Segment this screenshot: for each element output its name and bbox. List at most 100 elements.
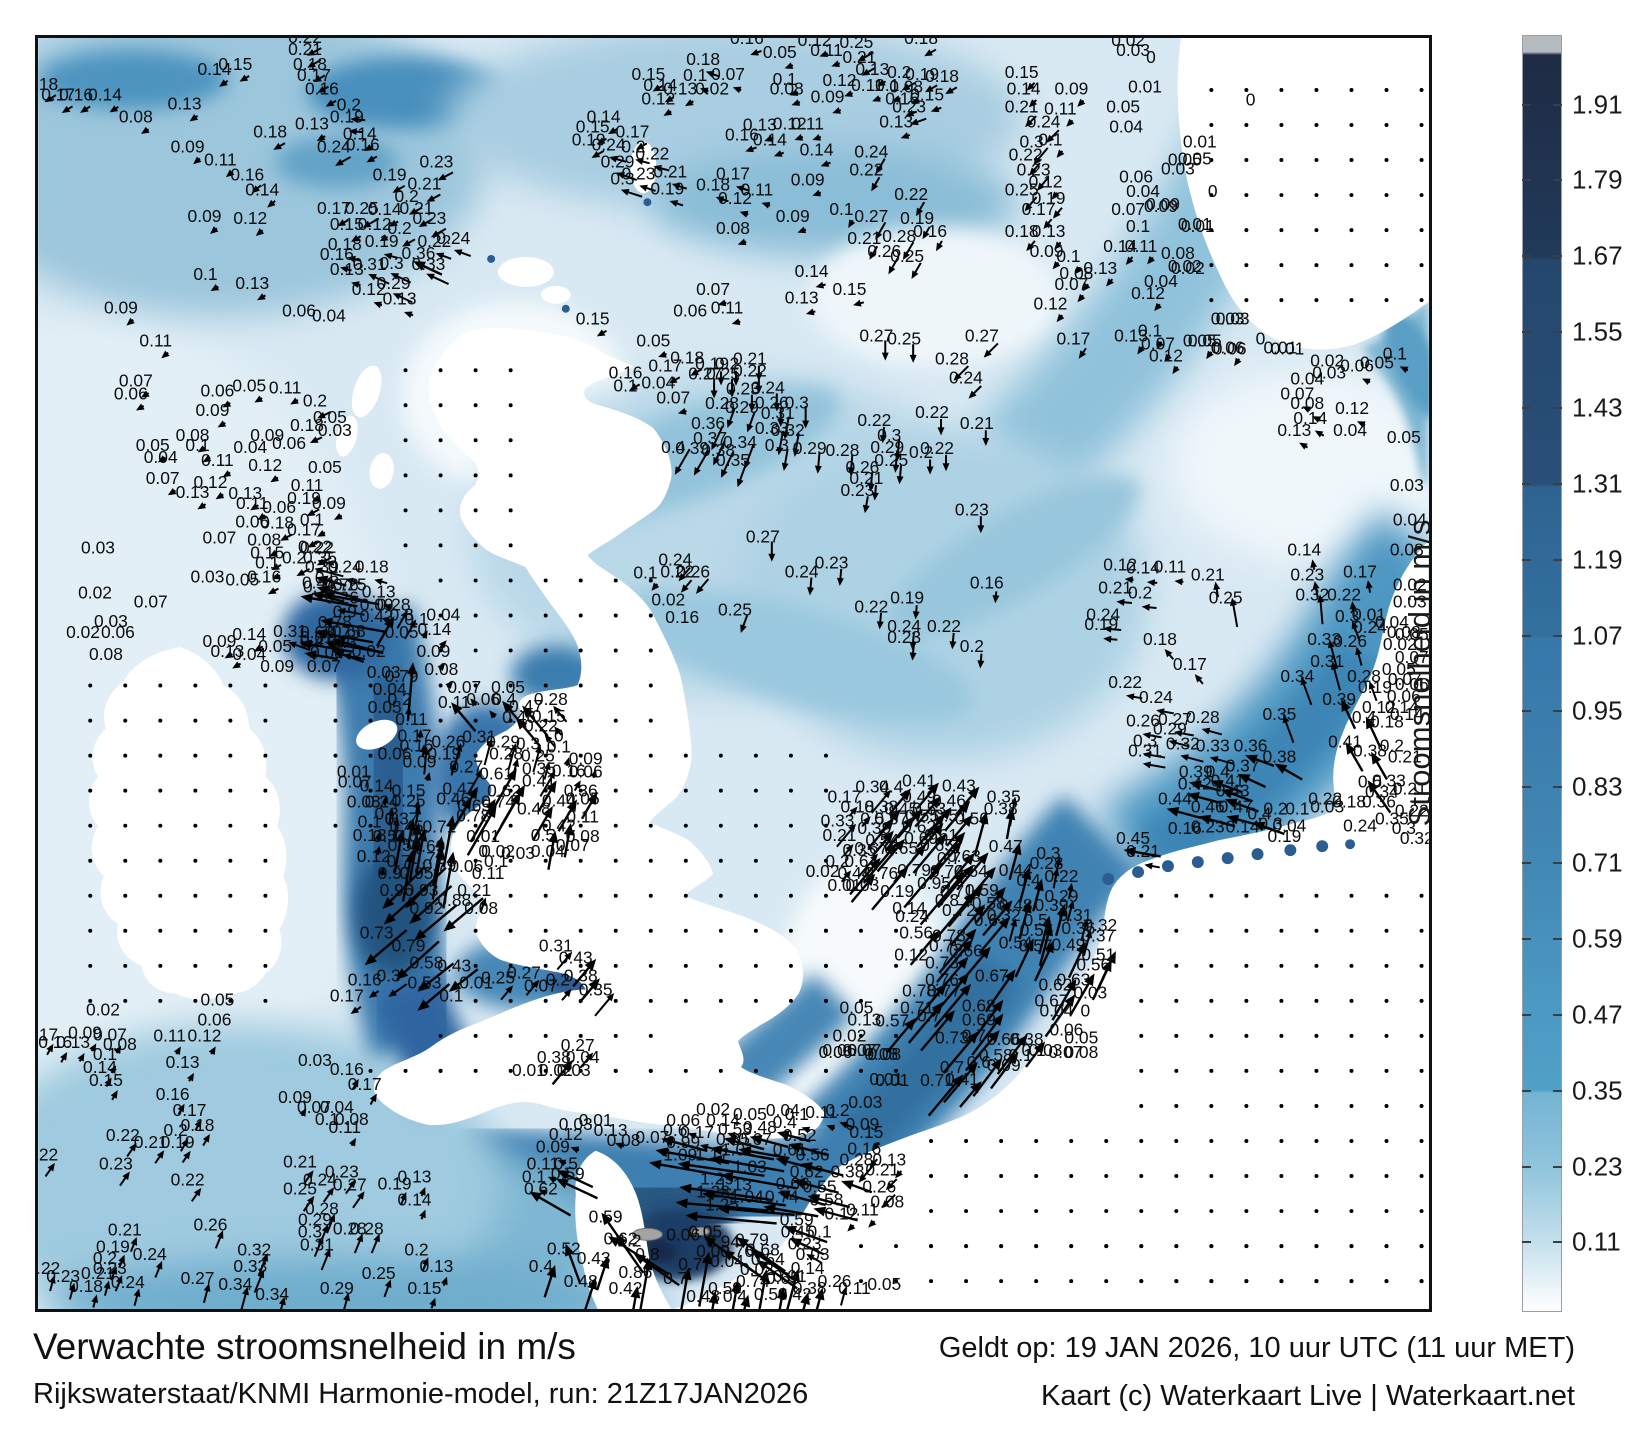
flow-arrow xyxy=(773,150,785,157)
flow-speed-label: 0.02 xyxy=(695,79,729,99)
calm-dot xyxy=(1314,1068,1319,1073)
calm-dot xyxy=(1139,1279,1144,1284)
calm-dot xyxy=(508,578,513,583)
flow-arrow xyxy=(869,245,879,260)
flow-speed-label: 0.07 xyxy=(1111,199,1145,219)
flow-speed-label: 0.26 xyxy=(676,561,710,581)
calm-dot xyxy=(1139,1244,1144,1249)
calm-dot xyxy=(88,998,93,1003)
flow-speed-label: 0.24 xyxy=(949,367,983,387)
flow-speed-label: 0.43 xyxy=(577,1248,611,1268)
flow-speed-label: 0.06 xyxy=(673,301,707,321)
flow-speed-label: 0.05 xyxy=(136,435,170,455)
calm-dot xyxy=(263,823,268,828)
flow-speed-label: 0.12 xyxy=(194,472,228,492)
flow-arrow xyxy=(764,135,774,142)
flow-arrow xyxy=(812,189,822,197)
calm-dot xyxy=(578,613,583,618)
calm-dot xyxy=(1314,1279,1319,1284)
flow-speed-label: 0.06 xyxy=(569,762,603,782)
flow-speed-label: 0.34 xyxy=(218,1274,252,1294)
calm-dot xyxy=(158,718,163,723)
flow-arrow xyxy=(924,84,938,93)
flow-arrow xyxy=(306,508,320,517)
flow-speed-label: 0.06 xyxy=(282,301,316,321)
land-great-britain xyxy=(373,327,825,1139)
calm-dot xyxy=(1209,193,1214,198)
calm-dot xyxy=(438,578,443,583)
flow-speed-label: 0.03 xyxy=(298,1050,332,1070)
flow-arrow xyxy=(1106,278,1114,287)
flow-arrow xyxy=(239,74,250,82)
calm-dot xyxy=(1244,263,1249,268)
flow-speed-label: 0.16 xyxy=(665,607,699,627)
calm-dot xyxy=(578,893,583,898)
flow-speed-label: 0.04 xyxy=(1144,271,1178,291)
flow-arrow xyxy=(197,445,207,453)
flow-arrow xyxy=(300,593,358,608)
flow-arrow xyxy=(61,105,74,114)
flow-speed-label: 0.06 xyxy=(262,497,296,517)
flow-arrow xyxy=(314,567,344,578)
flow-speed-label: 0.07 xyxy=(1141,334,1175,354)
calm-dot xyxy=(158,893,163,898)
calm-dot xyxy=(1244,87,1249,92)
flow-arrow xyxy=(347,255,361,263)
calm-dot xyxy=(1314,1103,1319,1108)
calm-dot xyxy=(859,1244,863,1249)
calm-dot xyxy=(158,928,163,933)
calm-dot xyxy=(438,613,443,618)
flow-arrow xyxy=(320,617,388,634)
calm-dot xyxy=(683,788,688,793)
flow-speed-label: 0.19 xyxy=(287,488,321,508)
calm-dot xyxy=(1384,1068,1389,1073)
flow-arrow xyxy=(1051,191,1060,200)
calm-dot xyxy=(859,1068,863,1073)
flow-speed-label: 0.12 xyxy=(248,455,282,475)
gray-island xyxy=(631,1227,663,1241)
calm-dot xyxy=(1384,928,1389,933)
calm-dot xyxy=(1104,1279,1109,1284)
flow-arrow xyxy=(408,206,423,215)
calm-dot xyxy=(508,963,513,968)
calm-dot xyxy=(1244,1033,1249,1038)
flow-speed-label: 0.14 xyxy=(368,199,402,219)
flow-arrow xyxy=(337,219,349,227)
flow-speed-label: 0.16 xyxy=(885,89,919,109)
calm-dot xyxy=(473,613,478,618)
calm-dot xyxy=(929,1174,934,1179)
flow-arrow xyxy=(269,549,278,557)
flow-speed-label: 0.14 xyxy=(1226,816,1260,836)
flow-speed-label: 0.11 xyxy=(139,331,172,351)
calm-dot xyxy=(473,858,478,863)
flow-arrow xyxy=(861,67,876,76)
calm-dot xyxy=(1209,928,1214,933)
colorbar-tick-mark xyxy=(1553,179,1562,182)
colorbar-tick-mark xyxy=(1522,938,1531,940)
flow-speed-label: 0.17 xyxy=(41,85,75,105)
calm-dot xyxy=(613,928,618,933)
flow-arrow xyxy=(1028,99,1037,108)
flow-speed-label: 0.22 xyxy=(298,537,332,557)
flow-arrow xyxy=(193,156,202,165)
calm-dot xyxy=(543,578,548,583)
flow-speed-label: 0.23 xyxy=(99,1154,133,1174)
flow-speed-label: 0.13 xyxy=(210,641,244,661)
colorbar-tick-mark xyxy=(1522,634,1531,637)
flow-speed-label: 0.03 xyxy=(1312,362,1346,382)
calm-dot xyxy=(543,683,548,688)
flow-speed-label: 0.04 xyxy=(1333,420,1367,440)
calm-dot xyxy=(1244,1279,1249,1284)
colorbar-tick-mark xyxy=(1522,103,1531,106)
flow-arrow xyxy=(210,284,220,292)
calm-dot xyxy=(193,928,198,933)
flow-speed-label: 0.13 xyxy=(419,1256,453,1276)
flow-speed-label: 0.41 xyxy=(945,1069,979,1089)
flow-speed-label: 0.13 xyxy=(168,94,202,114)
calm-dot xyxy=(88,718,93,723)
flow-speed-label: 0.4 xyxy=(723,1286,748,1306)
flow-arrow xyxy=(366,155,378,163)
calm-dot xyxy=(438,508,443,513)
calm-dot xyxy=(753,893,758,898)
map-title: Verwachte stroomsnelheid in m/s xyxy=(33,1326,576,1367)
